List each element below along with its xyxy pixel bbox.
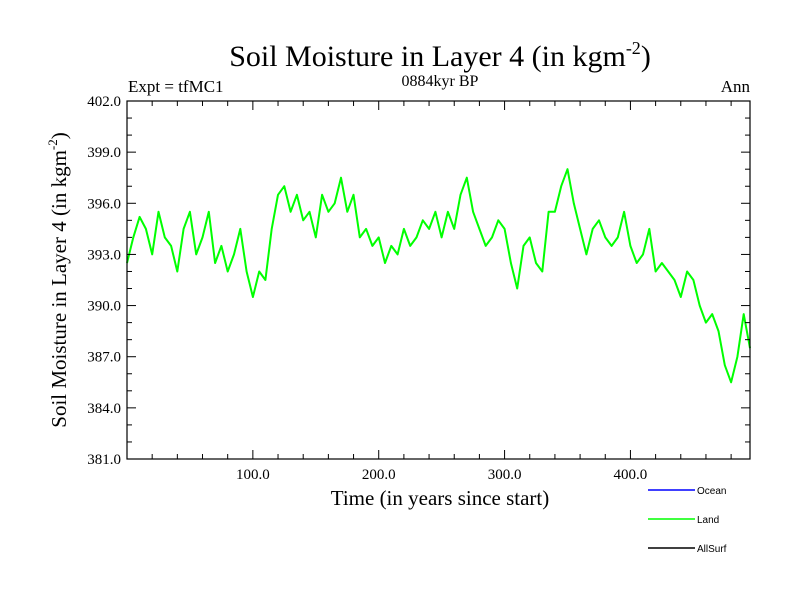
season-label: Ann [721,77,751,96]
legend-item-land: Land [648,515,719,526]
chart-title-text: Soil Moisture in Layer 4 (in kgm [229,40,626,73]
x-tick-label: 100.0 [236,467,270,483]
legend-label: Land [697,515,719,526]
svg-text:Soil Moisture in Layer 4 (in k: Soil Moisture in Layer 4 (in kgm-2) [45,132,71,427]
experiment-label: Expt = tfMC1 [128,77,224,96]
legend-label: Ocean [697,486,726,497]
x-tick-label: 300.0 [488,467,522,483]
y-axis-label-text: Soil Moisture in Layer 4 (in kgm [47,150,71,428]
series-line-land [126,168,751,384]
x-axis-label: Time (in years since start) [331,486,550,510]
y-axis-label: Soil Moisture in Layer 4 (in kgm-2) [45,132,71,427]
legend-item-allsurf: AllSurf [648,544,727,555]
y-tick-label: 387.0 [87,350,121,366]
legend: Ocean Land AllSurf [648,486,727,555]
x-tick-label: 200.0 [362,467,396,483]
svg-text:Soil Moisture in Layer 4 (in k: Soil Moisture in Layer 4 (in kgm-2) [229,38,651,73]
y-tick-label: 381.0 [87,452,121,468]
legend-label: AllSurf [697,544,727,555]
y-tick-label: 402.0 [87,94,121,110]
legend-item-ocean: Ocean [648,486,726,497]
chart-title: Soil Moisture in Layer 4 (in kgm-2) [229,38,651,73]
chart-title-close: ) [641,40,651,73]
y-axis-label-superscript: -2 [45,139,60,150]
x-tick-label: 400.0 [614,467,648,483]
y-tick-label: 396.0 [87,196,121,212]
y-tick-label: 390.0 [87,299,121,315]
y-tick-label: 399.0 [87,145,121,161]
chart-title-superscript: -2 [626,38,641,58]
y-tick-label: 393.0 [87,247,121,263]
y-tick-label: 384.0 [87,401,121,417]
chart-subtitle: 0884kyr BP [402,73,479,90]
y-axis-label-close: ) [47,132,71,139]
plot-frame [126,100,751,460]
plot-area: 100.0 200.0 300.0 400.0 381.0 384.0 387.0 390.0… [87,94,751,483]
